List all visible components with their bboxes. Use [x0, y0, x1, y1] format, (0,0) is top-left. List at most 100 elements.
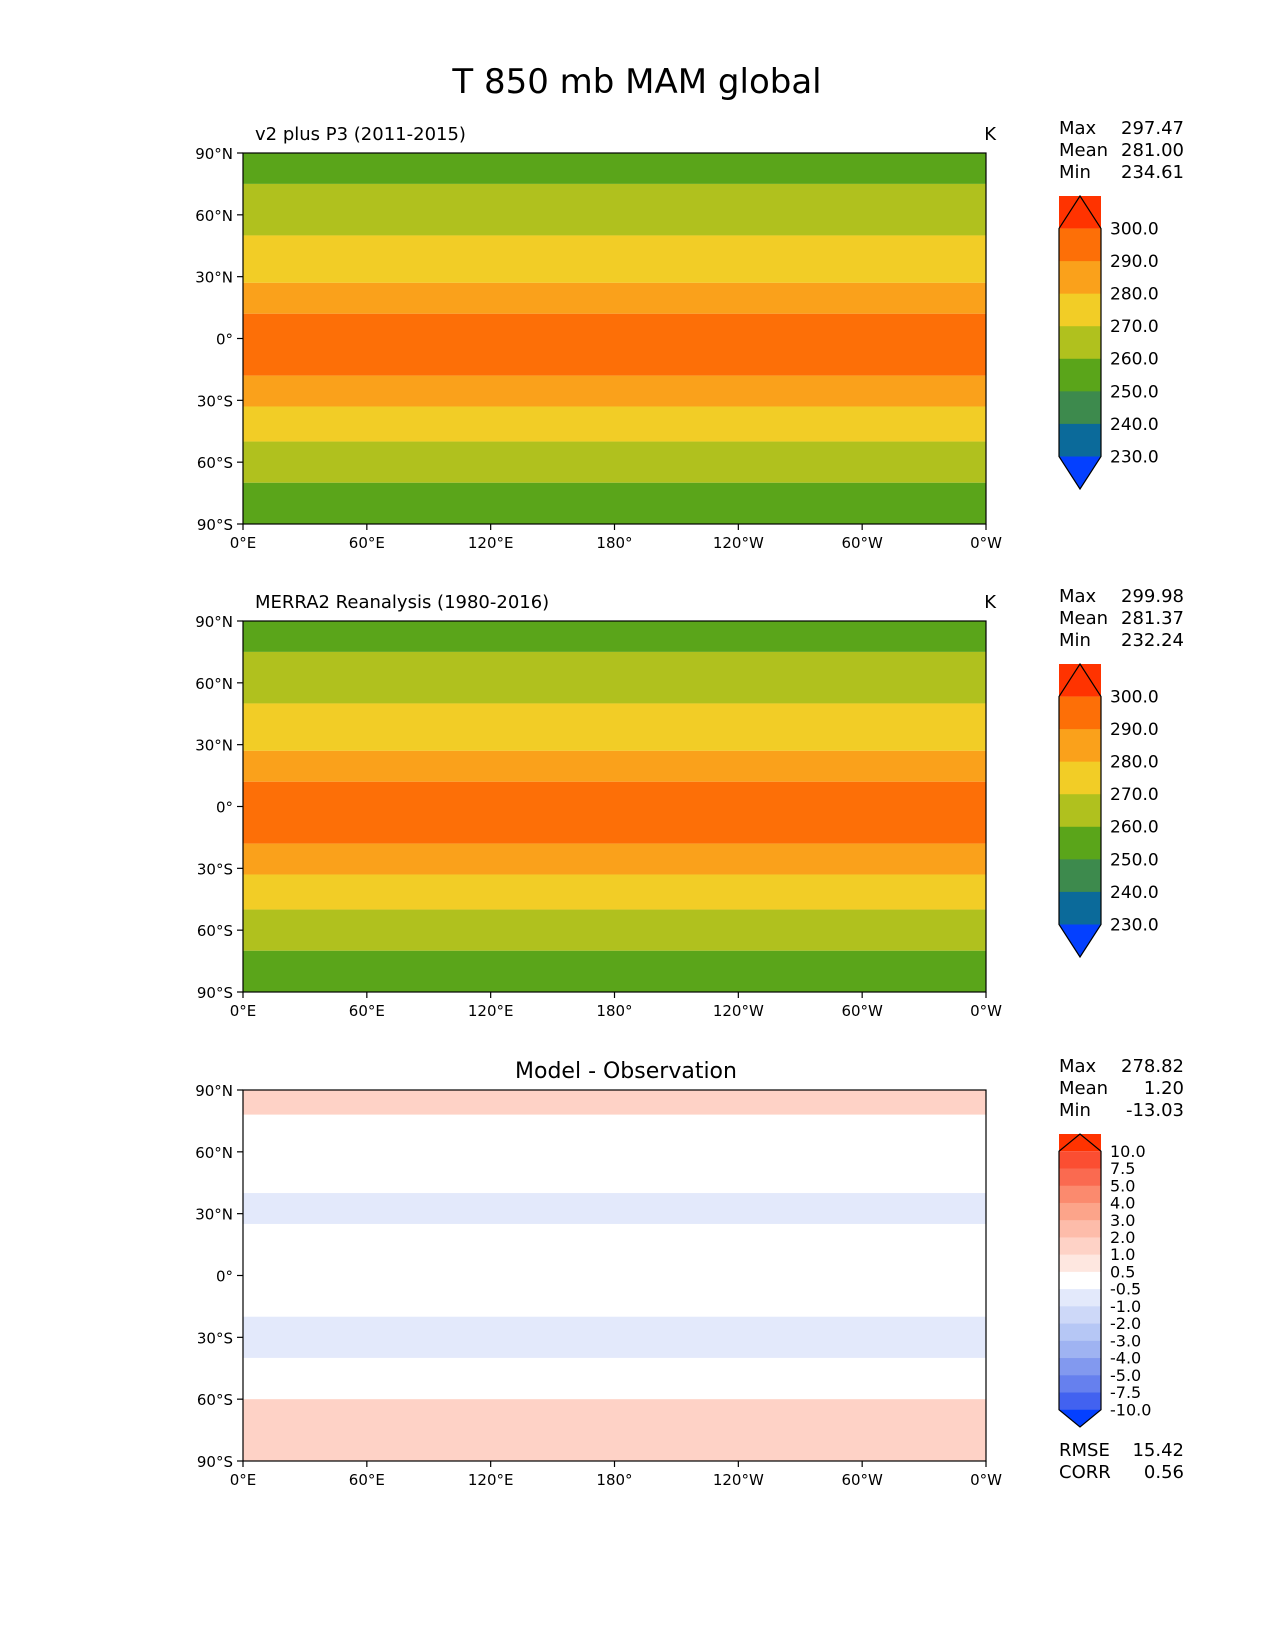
colorbar-tick-label: -0.5	[1110, 1280, 1141, 1299]
y-tick-label: 0°	[216, 799, 233, 817]
colorbar-outline	[1058, 1133, 1102, 1428]
zonal-band	[243, 375, 986, 407]
colorbar: 10.07.55.04.03.02.01.00.5-0.5-1.0-2.0-3.…	[1058, 1133, 1151, 1428]
colorbar-swatch	[1059, 1271, 1101, 1290]
zonal-band	[243, 1316, 986, 1358]
rmse-label: RMSE	[1059, 1440, 1110, 1461]
zonal-band	[243, 1090, 986, 1115]
y-tick-label: 60°N	[195, 207, 233, 225]
stat-mean-value: 1.20	[1144, 1078, 1184, 1099]
zonal-band	[243, 651, 986, 704]
colorbar: 300.0 290.0 280.0 270.0 260.0 250.0 240.0 230.0	[1058, 194, 1159, 491]
stat-min-value: -13.03	[1126, 1100, 1184, 1121]
colorbar-swatch	[1059, 794, 1101, 828]
colorbar-tick-label: -2.0	[1110, 1314, 1141, 1333]
colorbar-outline	[1058, 662, 1102, 959]
stat-mean-label: Mean	[1059, 608, 1108, 629]
colorbar-tick-label: 4.0	[1110, 1194, 1135, 1213]
colorbar-swatch	[1059, 1254, 1101, 1273]
units-label: K	[984, 124, 997, 145]
stat-mean-label: Mean	[1059, 1078, 1108, 1099]
colorbar-swatch	[1059, 261, 1101, 295]
colorbar: 300.0 290.0 280.0 270.0 260.0 250.0 240.0 230.0	[1058, 662, 1159, 959]
colorbar-tick-label: 2.0	[1110, 1228, 1135, 1247]
colorbar-tick-label: 240.0	[1110, 883, 1159, 903]
zonal-band	[243, 909, 986, 951]
colorbar-tick-label: 240.0	[1110, 415, 1159, 435]
colorbar-tick-label: 270.0	[1110, 785, 1159, 805]
y-tick-label: 90°S	[197, 984, 233, 1002]
colorbar-tick-label: 0.5	[1110, 1262, 1135, 1281]
colorbar-swatch	[1059, 826, 1101, 860]
colorbar-swatch	[1059, 859, 1101, 893]
y-tick-label: 90°S	[197, 1453, 233, 1471]
colorbar-tick-label: -1.0	[1110, 1297, 1141, 1316]
stat-min-label: Min	[1059, 1100, 1091, 1121]
map-field	[243, 621, 986, 992]
zonal-band	[243, 406, 986, 442]
x-axis: 0°E 60°E 120°E 180° 120°W 60°W 0°W	[230, 992, 1002, 1020]
stat-min-value: 234.61	[1121, 162, 1184, 183]
colorbar-swatch	[1059, 1340, 1101, 1359]
colorbar-tick-label: 300.0	[1110, 688, 1159, 708]
colorbar-tick-label: 250.0	[1110, 382, 1159, 402]
zonal-band	[243, 1114, 986, 1194]
x-tick-label: 60°W	[841, 534, 883, 552]
x-tick-label: 120°W	[713, 534, 764, 552]
y-tick-label: 30°N	[195, 1206, 233, 1224]
x-tick-label: 0°W	[970, 1471, 1002, 1489]
zonal-band	[243, 235, 986, 283]
stat-max-value: 297.47	[1121, 118, 1184, 139]
x-tick-label: 120°W	[713, 1002, 764, 1020]
colorbar-swatch	[1059, 1185, 1101, 1204]
zonal-band	[243, 703, 986, 751]
x-tick-label: 60°W	[841, 1471, 883, 1489]
colorbar-tick-label: 260.0	[1110, 818, 1159, 838]
x-tick-label: 0°E	[230, 534, 257, 552]
stat-mean-label: Mean	[1059, 140, 1108, 161]
y-tick-label: 30°N	[195, 737, 233, 755]
map-field	[243, 153, 986, 524]
colorbar-extend-max	[1059, 664, 1101, 697]
colorbar-swatch	[1059, 1358, 1101, 1376]
colorbar-swatch	[1059, 1323, 1101, 1342]
colorbar-tick-label: 270.0	[1110, 317, 1159, 337]
colorbar-tick-label: 1.0	[1110, 1245, 1135, 1264]
colorbar-tick-label: 7.5	[1110, 1159, 1135, 1178]
x-tick-label: 120°E	[468, 534, 514, 552]
corr-value: 0.56	[1144, 1462, 1184, 1483]
colorbar-tick-label: -10.0	[1110, 1400, 1151, 1419]
y-tick-label: 30°N	[195, 269, 233, 287]
stat-max-value: 278.82	[1121, 1056, 1184, 1077]
zonal-band	[243, 843, 986, 875]
stat-min-label: Min	[1059, 162, 1091, 183]
x-tick-label: 180°	[596, 1471, 632, 1489]
colorbar-swatch	[1059, 1289, 1101, 1307]
colorbar-tick-label: -7.5	[1110, 1383, 1141, 1402]
y-tick-label: 90°S	[197, 516, 233, 534]
zonal-band	[243, 781, 986, 844]
colorbar-outline	[1058, 194, 1102, 491]
colorbar-extend-max	[1059, 1134, 1101, 1152]
panel-title: v2 plus P3 (2011-2015)	[255, 124, 466, 145]
zonal-band	[243, 1357, 986, 1400]
colorbar-tick-label: 230.0	[1110, 915, 1159, 935]
x-tick-label: 120°E	[468, 1002, 514, 1020]
y-tick-label: 30°S	[197, 1329, 233, 1347]
stat-mean-value: 281.00	[1121, 140, 1184, 161]
colorbar-swatch	[1059, 1392, 1101, 1411]
zonal-band	[243, 1399, 986, 1461]
panel-title: MERRA2 Reanalysis (1980-2016)	[255, 592, 549, 613]
x-axis: 0°E 60°E 120°E 180° 120°W 60°W 0°W	[230, 1461, 1002, 1489]
zonal-band	[243, 750, 986, 782]
colorbar-tick-label: -3.0	[1110, 1331, 1141, 1350]
x-tick-label: 60°E	[349, 1002, 385, 1020]
colorbar-swatch	[1059, 358, 1101, 392]
y-tick-label: 60°N	[195, 675, 233, 693]
units-label: K	[984, 592, 997, 613]
zonal-band	[243, 1223, 986, 1317]
x-tick-label: 180°	[596, 534, 632, 552]
colorbar-swatch	[1059, 761, 1101, 795]
colorbar-tick-label: 290.0	[1110, 252, 1159, 272]
